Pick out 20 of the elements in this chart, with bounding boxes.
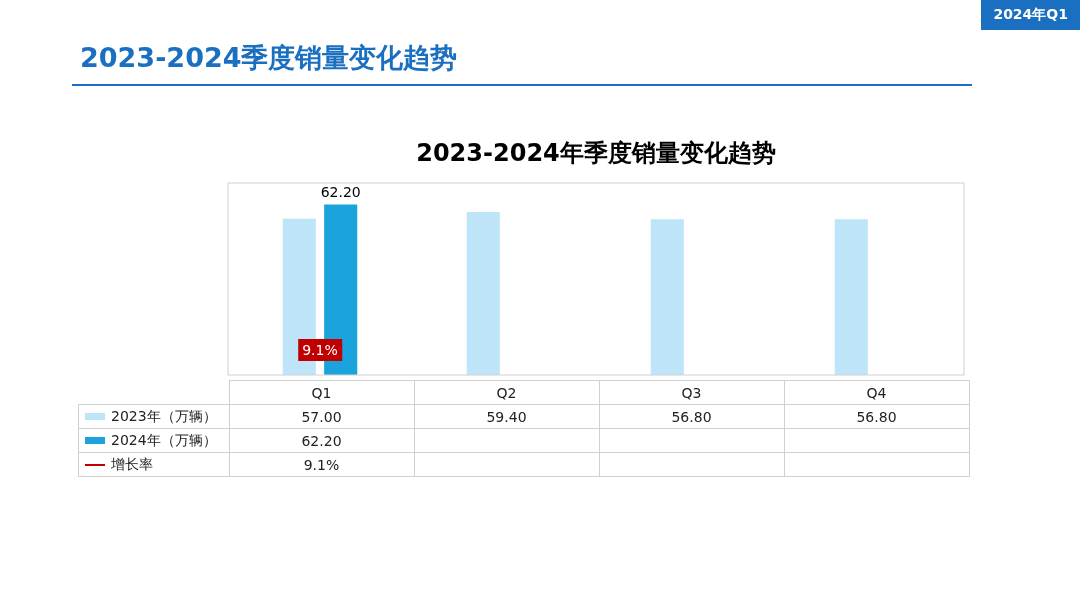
text: 2024年Q1 (981, 0, 1080, 30)
chart-title: 2023-2024季度销量变化趋势 (80, 41, 458, 75)
data-label: 57.00 (229, 404, 414, 429)
x-tick-label: Q4 (784, 380, 969, 405)
bar (650, 219, 684, 375)
text: 62.20 (301, 432, 342, 449)
x-tick-label: Q1 (229, 380, 414, 405)
bar (834, 219, 868, 375)
data-label: 56.80 (599, 404, 784, 429)
chart-subtitle: 2023-2024年季度销量变化趋势 (416, 139, 776, 167)
data-label: 59.40 (414, 404, 599, 429)
x-tick-label: Q3 (599, 380, 784, 405)
legend-label: 2023年（万辆） (78, 404, 229, 429)
text: 9.1% (303, 456, 340, 473)
legend-label: 2024年（万辆） (78, 428, 229, 453)
data-label: 62.20 (320, 184, 361, 201)
x-tick-label: Q2 (414, 380, 599, 405)
legend-label: 增长率 (78, 452, 229, 477)
bar (466, 212, 500, 375)
data-label: 56.80 (784, 404, 969, 429)
